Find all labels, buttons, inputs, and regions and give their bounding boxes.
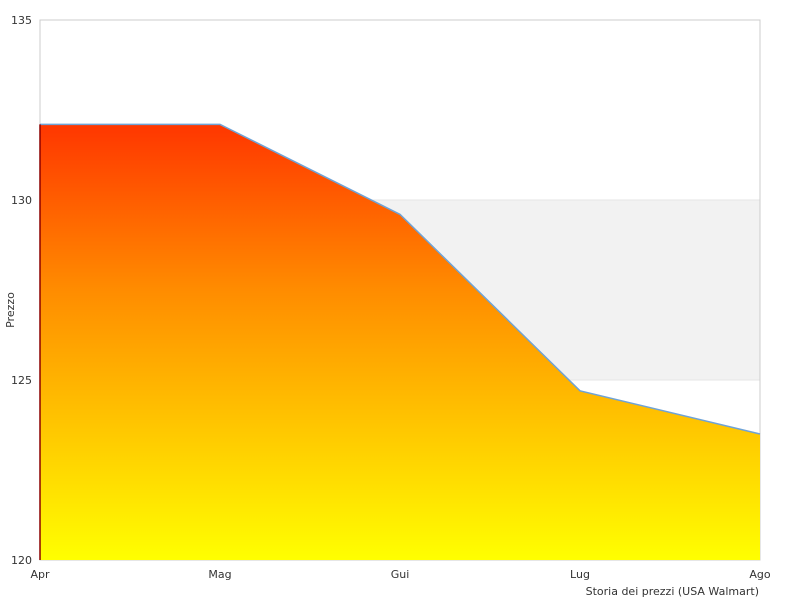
y-tick-label: 125 [11, 374, 32, 387]
y-axis-title: Prezzo [4, 292, 17, 328]
y-tick-label: 120 [11, 554, 32, 567]
x-tick-label: Ago [749, 568, 771, 581]
x-tick-label: Mag [208, 568, 231, 581]
x-tick-label: Apr [30, 568, 50, 581]
x-tick-label: Lug [570, 568, 590, 581]
y-tick-label: 130 [11, 194, 32, 207]
x-axis-ticks: Apr Mag Gui Lug Ago [30, 568, 770, 581]
x-tick-label: Gui [391, 568, 410, 581]
y-axis-ticks: 120 125 130 135 [11, 14, 32, 567]
y-tick-label: 135 [11, 14, 32, 27]
chart-caption: Storia dei prezzi (USA Walmart) [586, 585, 759, 598]
